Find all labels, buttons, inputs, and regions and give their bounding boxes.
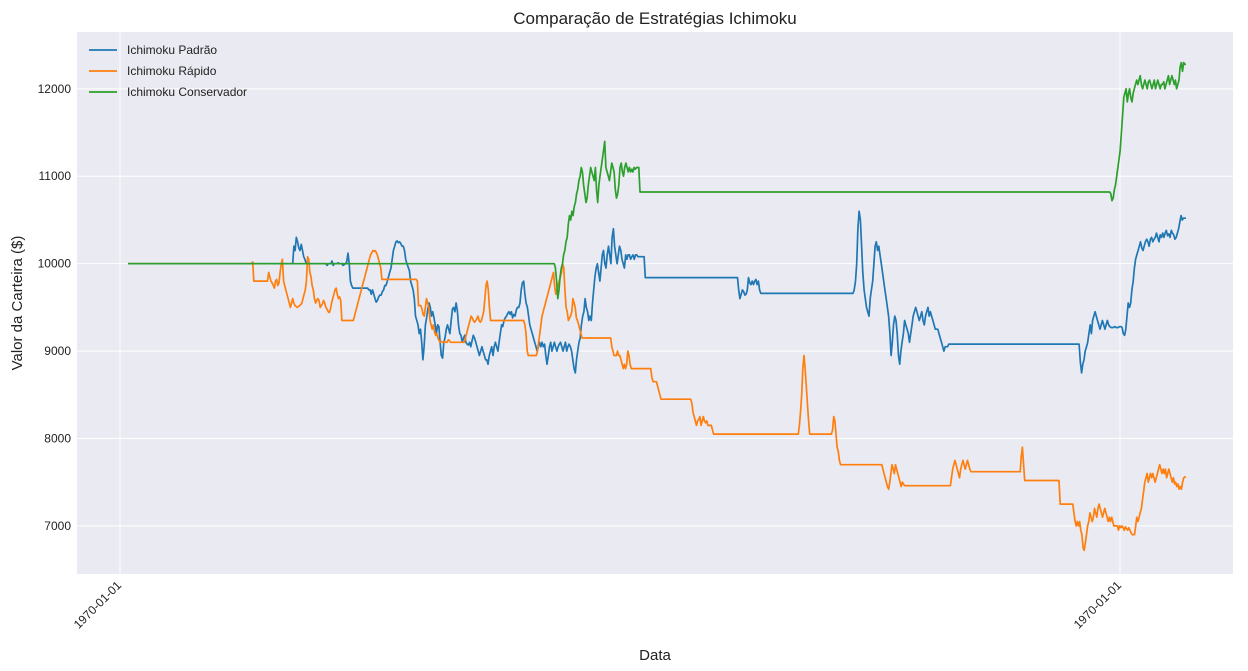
legend-label-padrao: Ichimoku Padrão [127,43,217,57]
legend: Ichimoku Padrão Ichimoku Rápido Ichimoku… [89,43,247,99]
legend-label-rapido: Ichimoku Rápido [127,64,217,78]
series-line-1 [128,249,1186,552]
x-grid-lines [119,32,1121,574]
x-tick-label: 1970-01-01 [1071,578,1125,632]
y-tick-label: 9000 [44,344,71,358]
series-line-0 [128,210,1186,374]
x-tick-labels: 1970-01-01 1970-01-01 [71,578,1125,632]
y-tick-labels: 7000 8000 9000 10000 11000 12000 [38,82,72,533]
x-tick-label: 1970-01-01 [71,578,125,632]
y-tick-label: 10000 [38,257,72,271]
y-tick-label: 8000 [44,432,71,446]
series-line-2 [128,61,1186,300]
y-tick-label: 12000 [38,82,72,96]
chart-title: Comparação de Estratégias Ichimoku [513,9,796,28]
y-axis-label: Valor da Carteira ($) [9,236,26,371]
plot-background [77,32,1233,574]
x-axis-label: Data [639,647,671,664]
series-layer [128,61,1186,552]
y-tick-label: 7000 [44,519,71,533]
legend-label-conservador: Ichimoku Conservador [127,85,247,99]
y-tick-label: 11000 [39,169,72,183]
